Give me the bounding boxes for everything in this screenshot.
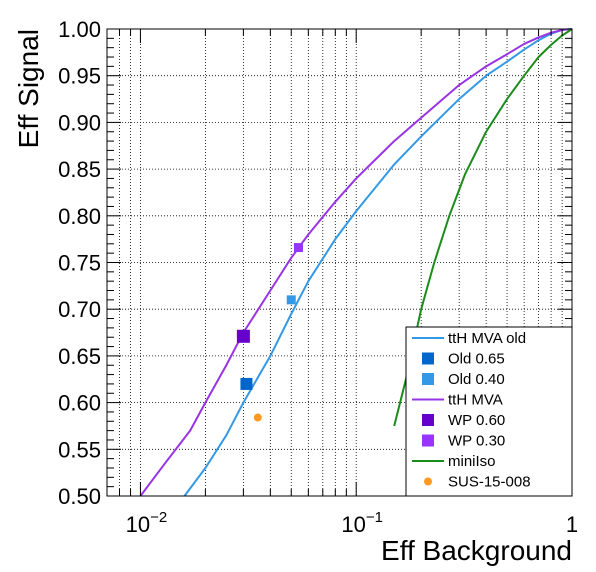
legend-label-old-0-65: Old 0.65 xyxy=(448,351,505,368)
tick-label-layer: 0.50 0.55 0.60 0.65 0.70 0.75 0.80 0.85 0.90 0.95… xyxy=(58,17,578,537)
legend-swatch-sus-15-008 xyxy=(424,477,432,486)
legend: ttH MVA old Old 0.65 Old 0.40 ttH MVA WP 0.6… xyxy=(405,326,573,497)
marker-wp-0-60 xyxy=(236,329,250,343)
series-layer xyxy=(139,28,573,497)
y-tick-label: 0.75 xyxy=(58,251,101,276)
y-axis-title: Eff Signal xyxy=(13,29,44,148)
x-tick-label: 10−2 xyxy=(126,509,168,537)
legend-swatch-wp-0-30 xyxy=(422,434,434,447)
y-tick-label: 0.65 xyxy=(58,344,101,369)
y-tick-label: 0.60 xyxy=(58,391,101,416)
y-tick-label: 0.85 xyxy=(58,157,101,182)
y-tick-label: 0.80 xyxy=(58,204,101,229)
legend-label-wp-0-30: WP 0.30 xyxy=(448,433,505,450)
legend-label-wp-0-60: WP 0.60 xyxy=(448,412,505,429)
marker-wp-0-30 xyxy=(293,243,303,253)
legend-swatch-old-0-40 xyxy=(422,373,434,385)
series-line-tth-mva-old xyxy=(183,28,573,497)
x-axis-title: Eff Background xyxy=(381,535,572,566)
legend-swatch-old-0-65 xyxy=(422,352,434,365)
y-tick-label: 1.00 xyxy=(58,17,101,42)
y-tick-label: 0.50 xyxy=(58,484,101,509)
y-tick-label: 0.70 xyxy=(58,297,101,322)
y-tick-label: 0.90 xyxy=(58,110,101,135)
legend-label-tth-mva-old: ttH MVA old xyxy=(448,330,526,347)
series-line-tth-mva xyxy=(139,28,573,497)
legend-label-sus-15-008: SUS-15-008 xyxy=(448,474,531,491)
x-tick-label: 1 xyxy=(566,512,578,537)
y-tick-label: 0.95 xyxy=(58,64,101,89)
x-tick-label: 10−1 xyxy=(341,509,383,537)
legend-label-old-0-40: Old 0.40 xyxy=(448,371,505,388)
legend-label-miniiso: miniIso xyxy=(448,453,496,470)
marker-old-0-65 xyxy=(240,377,253,390)
marker-old-0-40 xyxy=(286,295,296,305)
marker-sus-15-008 xyxy=(253,413,262,422)
series-line-miniiso xyxy=(393,28,573,427)
y-tick-label: 0.55 xyxy=(58,437,101,462)
legend-label-tth-mva: ttH MVA xyxy=(448,392,503,409)
legend-swatch-wp-0-60 xyxy=(422,414,434,426)
